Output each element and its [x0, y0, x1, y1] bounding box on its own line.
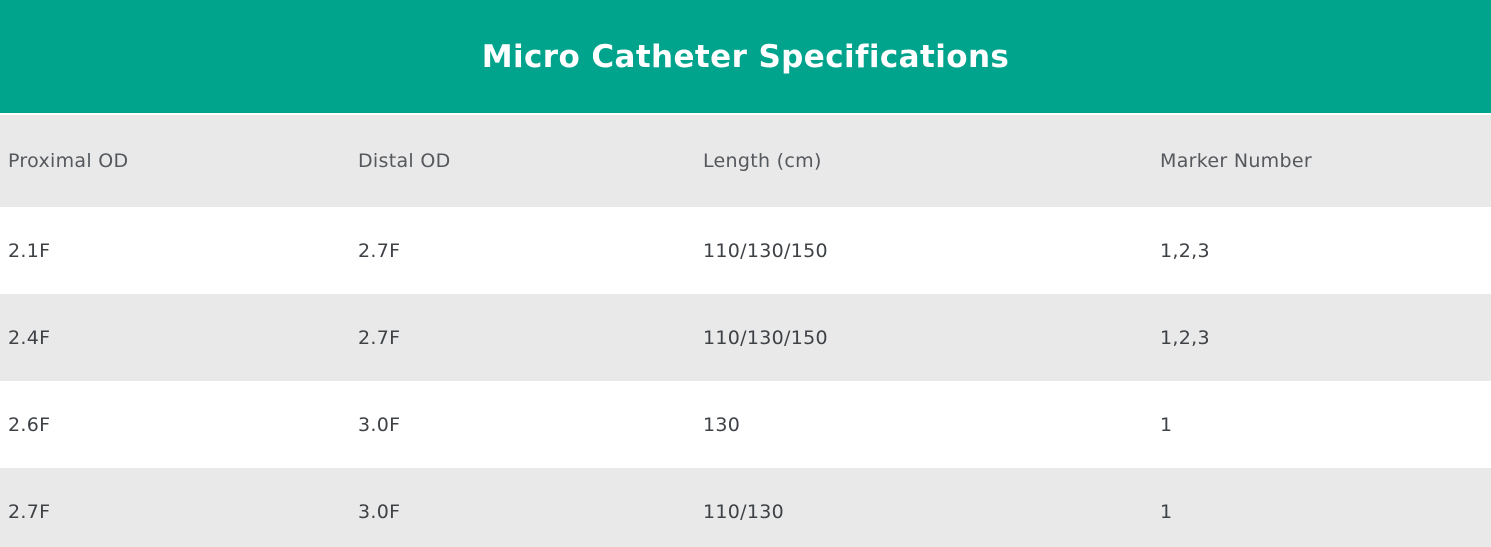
page-title: Micro Catheter Specifications — [481, 38, 1010, 75]
table-row: 2.1F 2.7F 110/130/150 1,2,3 — [0, 207, 1491, 294]
table-row: 2.6F 3.0F 130 1 — [0, 381, 1491, 468]
cell-proximal-od: 2.6F — [8, 413, 51, 436]
cell-marker-number: 1,2,3 — [1160, 326, 1210, 349]
column-header-proximal-od: Proximal OD — [8, 150, 129, 172]
specifications-table: Proximal OD Distal OD Length (cm) Marker… — [0, 113, 1491, 547]
column-header-length: Length (cm) — [703, 150, 822, 172]
cell-proximal-od: 2.4F — [8, 326, 51, 349]
cell-length: 130 — [703, 413, 741, 436]
cell-distal-od: 2.7F — [358, 326, 401, 349]
cell-proximal-od: 2.1F — [8, 239, 51, 262]
column-header-marker-number: Marker Number — [1160, 150, 1312, 172]
table-row: 2.7F 3.0F 110/130 1 — [0, 468, 1491, 547]
column-header-distal-od: Distal OD — [358, 150, 451, 172]
cell-distal-od: 2.7F — [358, 239, 401, 262]
cell-distal-od: 3.0F — [358, 500, 401, 523]
cell-marker-number: 1,2,3 — [1160, 239, 1210, 262]
cell-marker-number: 1 — [1160, 500, 1173, 523]
cell-distal-od: 3.0F — [358, 413, 401, 436]
cell-marker-number: 1 — [1160, 413, 1173, 436]
cell-length: 110/130/150 — [703, 239, 828, 262]
table-row: 2.4F 2.7F 110/130/150 1,2,3 — [0, 294, 1491, 381]
cell-length: 110/130/150 — [703, 326, 828, 349]
cell-length: 110/130 — [703, 500, 785, 523]
title-banner: Micro Catheter Specifications — [0, 0, 1491, 113]
cell-proximal-od: 2.7F — [8, 500, 51, 523]
table-header-row: Proximal OD Distal OD Length (cm) Marker… — [0, 114, 1491, 207]
